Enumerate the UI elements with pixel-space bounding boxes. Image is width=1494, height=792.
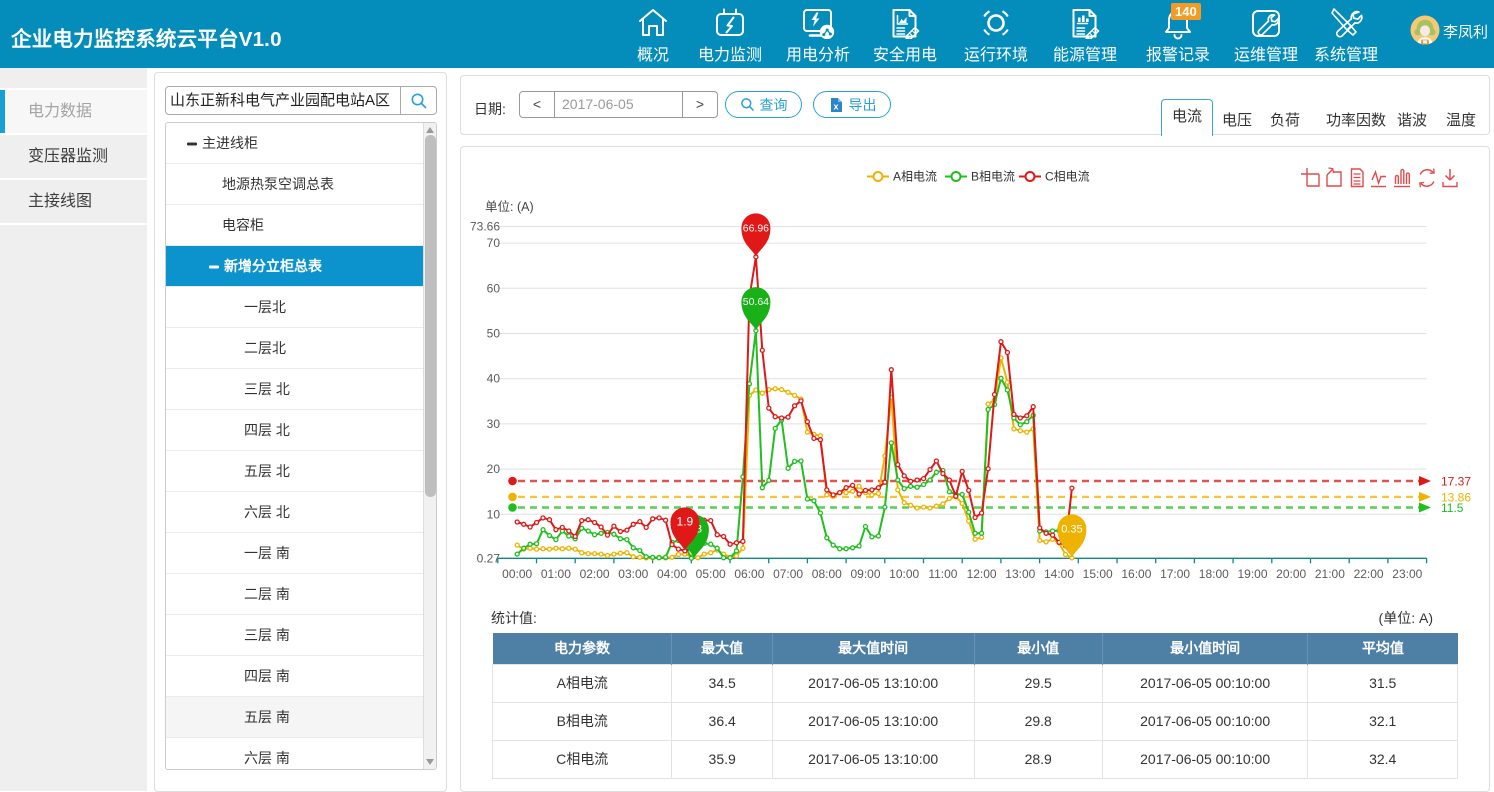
svg-text:04:00: 04:00 [657,567,687,581]
svg-text:70: 70 [487,236,501,250]
svg-text:A相电流: A相电流 [893,170,937,184]
svg-text:50.64: 50.64 [743,296,769,308]
svg-text:22:00: 22:00 [1354,567,1384,581]
svg-text:14:00: 14:00 [1044,567,1074,581]
svg-text:13.86: 13.86 [1441,490,1471,504]
svg-text:30: 30 [487,417,501,431]
svg-text:50: 50 [487,327,501,341]
svg-text:11.5: 11.5 [1441,501,1464,515]
svg-text:60: 60 [487,281,501,295]
svg-text:18:00: 18:00 [1199,567,1229,581]
svg-text:40: 40 [487,372,501,386]
svg-text:x: x [833,101,838,111]
svg-text:01:00: 01:00 [541,567,571,581]
svg-text:13:00: 13:00 [1005,567,1035,581]
svg-text:0.27: 0.27 [477,551,501,565]
svg-text:0.35: 0.35 [1061,523,1082,535]
svg-text:B相电流: B相电流 [971,170,1015,184]
svg-text:03:00: 03:00 [618,567,648,581]
svg-text:12:00: 12:00 [967,567,997,581]
svg-text:07:00: 07:00 [773,567,803,581]
svg-text:C相电流: C相电流 [1045,170,1090,184]
svg-text:00:00: 00:00 [502,567,532,581]
svg-text:66.96: 66.96 [743,222,769,234]
svg-text:17:00: 17:00 [1160,567,1190,581]
svg-text:20: 20 [487,462,501,476]
svg-text:11:00: 11:00 [928,567,957,581]
svg-text:1.9: 1.9 [677,514,694,528]
svg-text:06:00: 06:00 [734,567,764,581]
svg-text:20:00: 20:00 [1276,567,1306,581]
svg-text:19:00: 19:00 [1237,567,1267,581]
svg-text:73.66: 73.66 [470,220,500,234]
svg-text:10: 10 [487,507,501,521]
svg-text:15:00: 15:00 [1083,567,1113,581]
svg-text:10:00: 10:00 [889,567,919,581]
svg-text:23:00: 23:00 [1392,567,1422,581]
svg-text:08:00: 08:00 [812,567,842,581]
svg-text:17.37: 17.37 [1441,475,1471,489]
svg-text:09:00: 09:00 [850,567,880,581]
svg-text:02:00: 02:00 [580,567,610,581]
svg-text:16:00: 16:00 [1121,567,1151,581]
svg-text:单位: (A): 单位: (A) [485,199,534,214]
svg-text:21:00: 21:00 [1315,567,1345,581]
svg-text:05:00: 05:00 [696,567,726,581]
